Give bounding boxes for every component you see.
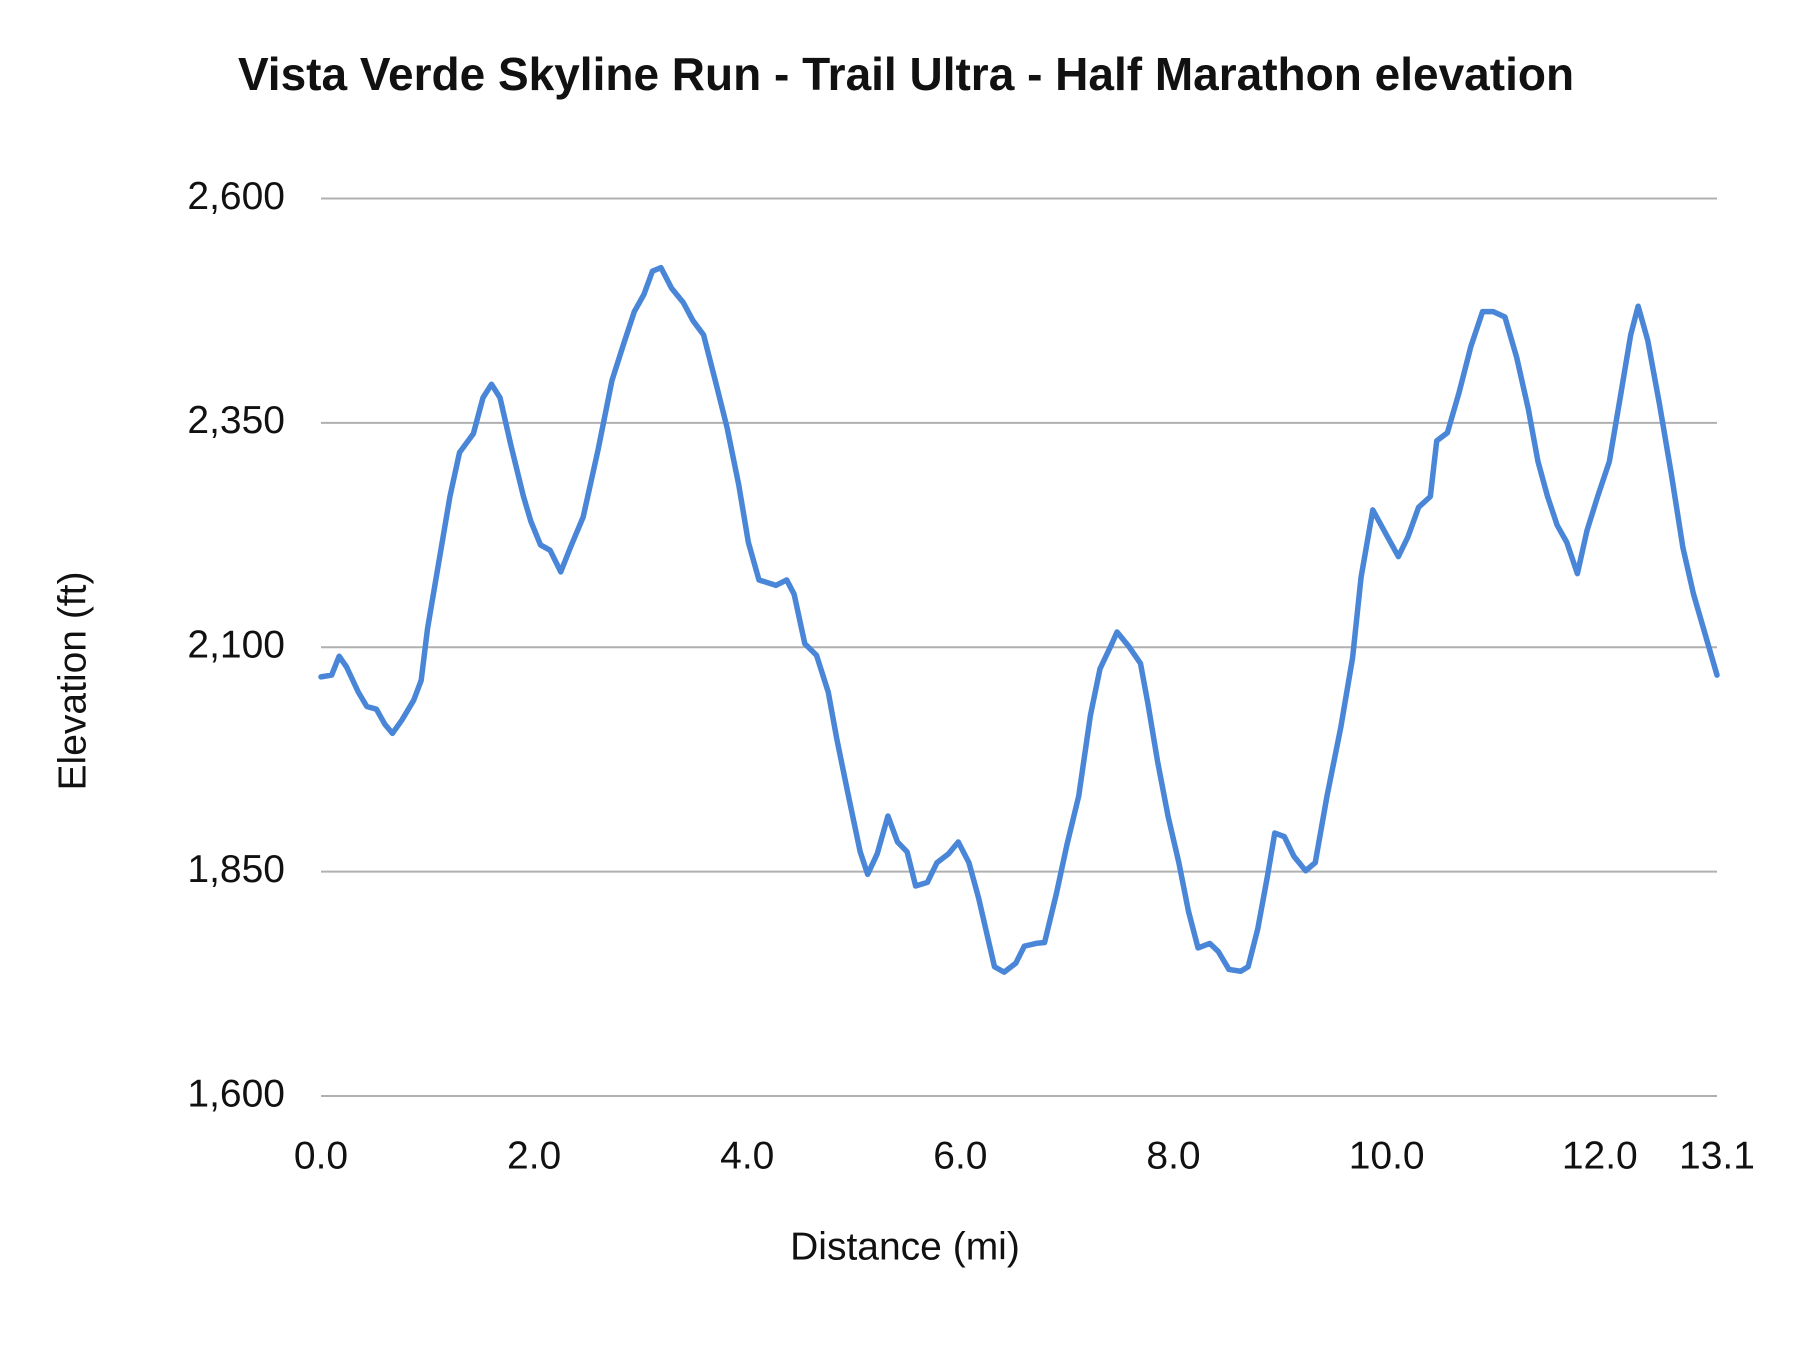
y-tick-label: 2,100 [187, 624, 285, 667]
x-tick-label: 12.0 [1562, 1134, 1638, 1177]
y-tick-label: 1,850 [187, 848, 285, 891]
chart-title: Vista Verde Skyline Run - Trail Ultra - … [238, 48, 1574, 100]
elevation-line [318, 264, 1720, 975]
x-tick-label: 2.0 [507, 1134, 561, 1177]
x-tick-label: 6.0 [933, 1134, 987, 1177]
x-tick-label: 0.0 [294, 1134, 348, 1177]
x-tick-label: 4.0 [720, 1134, 774, 1177]
y-tick-label: 2,600 [187, 175, 285, 218]
y-tick-label: 1,600 [187, 1072, 285, 1115]
x-axis-title: Distance (mi) [790, 1225, 1020, 1268]
x-tick-label: 10.0 [1349, 1134, 1425, 1177]
y-axis-title: Elevation (ft) [51, 572, 94, 791]
x-tick-label: 13.1 [1679, 1134, 1755, 1177]
x-tick-label: 8.0 [1146, 1134, 1200, 1177]
y-tick-label: 2,350 [187, 399, 285, 442]
